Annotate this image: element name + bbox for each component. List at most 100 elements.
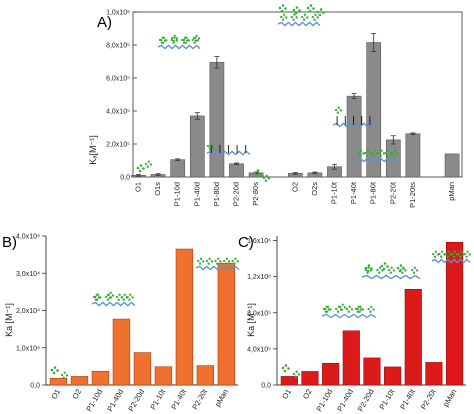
x-tick-label: pMan (441, 388, 458, 409)
disaccharide-cluster-icon (376, 266, 384, 274)
disaccharide-cluster-icon (182, 36, 191, 44)
polymer-chain-icon (277, 13, 321, 27)
disaccharide-cluster-icon (280, 13, 288, 21)
disaccharide-cluster-icon (391, 149, 399, 157)
bar (404, 288, 422, 386)
bar (112, 318, 131, 386)
bar (196, 365, 215, 386)
x-tick-label: P1-10d (314, 388, 334, 413)
bar (301, 371, 319, 386)
x-tick-label: P1-40t (169, 387, 188, 411)
panel-a-bars (131, 33, 460, 178)
disaccharide-cluster-icon (431, 250, 440, 258)
x-tick-label: O2 (301, 388, 314, 401)
disaccharide-cluster-icon (396, 264, 405, 273)
bar (446, 242, 464, 386)
x-tick-label: P1-10t (377, 387, 396, 411)
panel-b-y-ticks: 0,0 1,0x10⁴ 2,0x10⁴ 3,0x10⁴ 4,0x10⁴ (16, 234, 46, 390)
x-tick-label: P1-40d (192, 182, 201, 206)
y-tick-label: 2,0x10⁵ (106, 142, 130, 149)
disaccharide-cluster-icon (205, 257, 214, 265)
x-tick-label: P1-40d (335, 388, 355, 413)
bar (444, 153, 460, 178)
y-tick-label: 1,0x10⁶ (106, 10, 130, 17)
panel-a: A) Kₐ[M⁻¹] 0,0 2,0x10⁵ 4,0x10⁵ 6,0x10⁵ 8,0x1… (88, 4, 463, 208)
disaccharide-cluster-icon (192, 34, 201, 42)
disaccharide-cluster-icon (316, 8, 325, 17)
y-tick-label: 2,0x10⁴ (16, 308, 40, 315)
y-tick-label: 1,2x10⁶ (247, 274, 271, 281)
panel-a-x-labels: O1 O1s P1-10d P1-40d P1-80d P2-20d P2-80s O2 O2s… (134, 181, 457, 208)
bar (322, 363, 340, 386)
disaccharide-cluster-icon (290, 13, 298, 21)
panel-c-y-ticks: 0,0 4,0x10⁵ 8,0x10⁵ 1,2x10⁶ 1,6x10⁶ (247, 238, 277, 390)
disaccharide-cluster-icon (197, 257, 205, 265)
bar (346, 95, 362, 178)
x-tick-label: P2-20t (388, 181, 397, 204)
disaccharide-cluster-icon (387, 266, 396, 274)
disaccharide-cluster-icon (357, 149, 365, 157)
polymer-chain-icon (206, 145, 251, 156)
disaccharide-cluster-icon (278, 4, 287, 13)
disaccharide-cluster-icon (281, 364, 290, 373)
disaccharide-cluster-icon (206, 142, 215, 150)
polymer-chain-icon (195, 257, 240, 271)
disaccharide-cluster-icon (181, 36, 189, 44)
disaccharide-cluster-icon (170, 34, 179, 42)
disaccharide-cluster-icon (444, 250, 452, 258)
disaccharide-cluster-icon (50, 366, 59, 375)
x-tick-label: P2-20d (356, 388, 376, 413)
disaccharide-cluster-icon (301, 13, 309, 21)
disaccharide-cluster-icon (354, 305, 363, 313)
x-tick-label: P2-20d (126, 388, 146, 413)
y-tick-label: 0,0 (30, 383, 40, 390)
disaccharide-cluster-icon (334, 106, 343, 114)
x-tick-label: P1-10d (173, 182, 182, 206)
disaccharide-cluster-icon (253, 169, 262, 178)
panel-a-y-axis-label: Kₐ[M⁻¹] (88, 135, 98, 165)
disaccharide-cluster-icon (292, 6, 301, 15)
x-tick-label: pMan (447, 182, 456, 201)
panel-b-structure-icons (50, 257, 240, 379)
y-tick-label: 6,0x10⁵ (106, 76, 130, 83)
y-tick-label: 4,0x10⁵ (247, 346, 271, 353)
disaccharide-cluster-icon (364, 266, 372, 274)
x-tick-label: P2-20t (190, 387, 209, 411)
disaccharide-cluster-icon (345, 305, 354, 313)
disaccharide-cluster-icon (222, 257, 231, 265)
x-tick-label: P1-10t (148, 387, 167, 411)
disaccharide-cluster-icon (214, 257, 222, 265)
x-tick-label: O1s (153, 182, 162, 196)
x-tick-label: P1-40d (105, 388, 125, 413)
disaccharide-cluster-icon (231, 257, 239, 265)
disaccharide-cluster-icon (191, 36, 199, 44)
bar (384, 366, 402, 386)
disaccharide-cluster-icon (120, 293, 129, 301)
bar (229, 163, 244, 178)
bar (49, 377, 68, 386)
panel-c-y-axis-label: Ka [M⁻¹] (246, 303, 256, 337)
disaccharide-cluster-icon (322, 305, 331, 313)
panel-b-x-labels: O1 O2 P1-10d P1-40d P2-20d P1-10t P1-40t P2-20t… (49, 387, 230, 413)
y-tick-label: 3,0x10⁴ (16, 271, 40, 278)
disaccharide-cluster-icon (92, 293, 101, 301)
disaccharide-cluster-icon (356, 305, 364, 313)
disaccharide-cluster-icon (377, 149, 386, 157)
disaccharide-cluster-icon (306, 4, 315, 13)
x-tick-label: pMan (213, 388, 230, 409)
y-tick-label: 1,6x10⁶ (247, 238, 271, 245)
polymer-chain-icon (332, 116, 375, 128)
disaccharide-cluster-icon (144, 160, 153, 168)
bar (189, 115, 205, 178)
disaccharide-cluster-icon (311, 13, 319, 21)
y-tick-label: 8,0x10⁵ (106, 43, 130, 50)
x-tick-label: P1-80t (369, 181, 378, 204)
panel-c-structure-icons (281, 250, 471, 378)
disaccharide-cluster-icon (170, 36, 178, 44)
panel-b-letter: B) (2, 234, 17, 251)
x-tick-label: P1-10d (84, 388, 104, 413)
disaccharide-cluster-icon (384, 149, 392, 157)
disaccharide-cluster-icon (463, 250, 471, 258)
x-tick-label: P1-40t (398, 387, 417, 411)
polymer-chain-icon (356, 149, 399, 163)
